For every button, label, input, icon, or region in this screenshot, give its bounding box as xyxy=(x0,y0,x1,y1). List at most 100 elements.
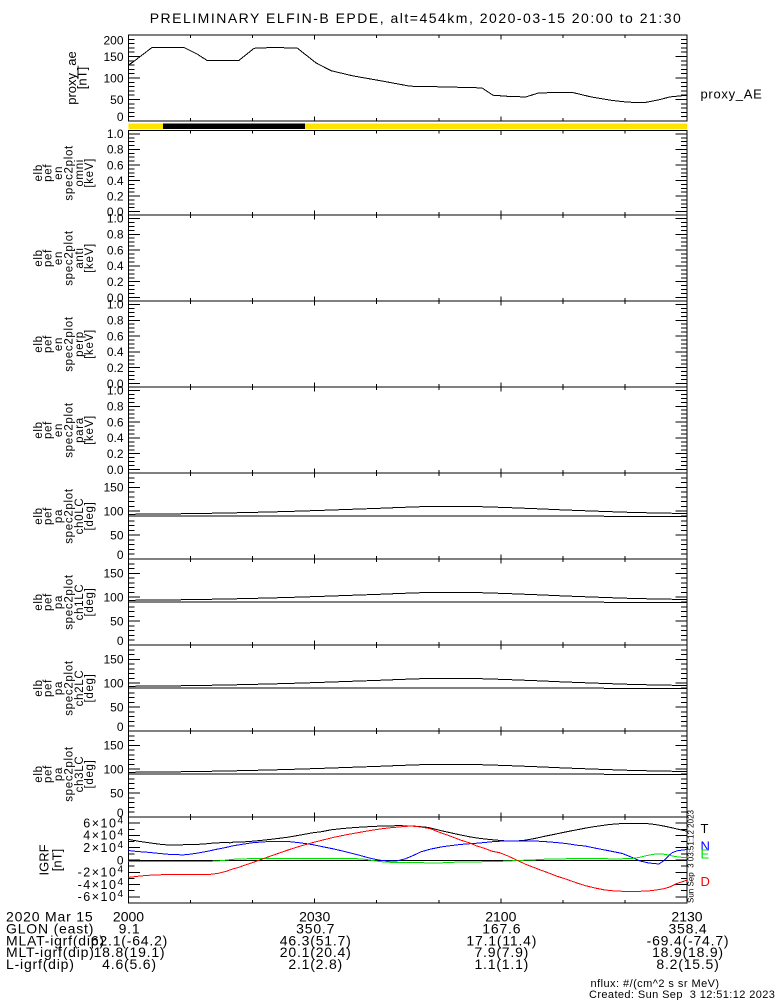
svg-text:0.6: 0.6 xyxy=(107,158,124,172)
svg-text:[nT]: [nT] xyxy=(74,67,89,89)
svg-text:MLT-igrf(dip): MLT-igrf(dip) xyxy=(6,944,95,960)
svg-text:ch0LC: ch0LC xyxy=(74,498,86,535)
svg-text:50: 50 xyxy=(110,528,124,542)
svg-text:0.8: 0.8 xyxy=(107,400,124,414)
svg-text:elb: elb xyxy=(33,164,45,181)
svg-text:46.3(51.7): 46.3(51.7) xyxy=(280,932,352,948)
svg-text:0.2: 0.2 xyxy=(107,189,124,203)
svg-text:100: 100 xyxy=(103,505,123,519)
svg-text:0.6: 0.6 xyxy=(107,415,124,429)
svg-text:8.2(15.5): 8.2(15.5) xyxy=(656,956,719,972)
svg-text:100: 100 xyxy=(103,591,123,605)
svg-text:GLON (east): GLON (east) xyxy=(6,920,94,936)
svg-text:4.6(5.6): 4.6(5.6) xyxy=(102,956,157,972)
svg-text:pa: pa xyxy=(53,767,65,781)
svg-text:100: 100 xyxy=(103,677,123,691)
svg-text:350.7: 350.7 xyxy=(296,920,335,936)
svg-text:en: en xyxy=(53,251,65,265)
svg-text:ch2LC: ch2LC xyxy=(74,670,86,707)
svg-text:spec2plot: spec2plot xyxy=(63,574,75,630)
svg-text:0.4: 0.4 xyxy=(107,345,124,359)
svg-text:Created: Sun Sep 3 12:51:12 2: Created: Sun Sep 3 12:51:12 2023 xyxy=(589,989,775,1000)
svg-text:1.0: 1.0 xyxy=(107,212,124,226)
svg-text:anti: anti xyxy=(74,247,86,268)
svg-text:en: en xyxy=(53,423,65,437)
svg-text:0: 0 xyxy=(117,548,124,562)
svg-text:[keV]: [keV] xyxy=(84,243,96,273)
svg-text:0.0: 0.0 xyxy=(107,291,124,305)
svg-text:[deg]: [deg] xyxy=(84,759,96,788)
svg-text:spec2plot: spec2plot xyxy=(63,746,75,802)
svg-text:elb: elb xyxy=(33,421,45,438)
svg-text:elb: elb xyxy=(33,335,45,352)
svg-text:para: para xyxy=(74,417,86,443)
svg-text:nflux: #/(cm^2 s sr MeV): nflux: #/(cm^2 s sr MeV) xyxy=(591,978,720,990)
svg-text:elb: elb xyxy=(33,507,45,524)
svg-text:2000: 2000 xyxy=(113,909,144,925)
svg-text:9.1: 9.1 xyxy=(119,920,141,936)
svg-text:150: 150 xyxy=(103,653,123,667)
svg-text:17.1(11.4): 17.1(11.4) xyxy=(466,932,537,948)
svg-text:spec2plot: spec2plot xyxy=(63,145,75,201)
svg-text:0: 0 xyxy=(117,110,124,124)
svg-text:1.0: 1.0 xyxy=(107,127,124,141)
svg-text:62.1(-64.2): 62.1(-64.2) xyxy=(91,932,168,948)
svg-text:Sun Sep 3 03:51:12 2023: Sun Sep 3 03:51:12 2023 xyxy=(687,809,696,903)
svg-text:0.0: 0.0 xyxy=(107,205,124,219)
svg-text:[deg]: [deg] xyxy=(84,501,96,530)
svg-text:-6×104: -6×104 xyxy=(78,889,125,904)
svg-text:-2×104: -2×104 xyxy=(78,865,125,880)
svg-text:omni: omni xyxy=(74,159,86,187)
svg-text:50: 50 xyxy=(110,93,124,107)
svg-text:pef: pef xyxy=(43,421,55,439)
svg-text:0: 0 xyxy=(117,720,124,734)
svg-text:2×104: 2×104 xyxy=(83,840,124,855)
svg-text:2.1(2.8): 2.1(2.8) xyxy=(288,956,343,972)
svg-text:0.0: 0.0 xyxy=(107,463,124,477)
svg-text:ch1LC: ch1LC xyxy=(74,584,86,621)
svg-text:358.4: 358.4 xyxy=(668,920,707,936)
svg-text:0.4: 0.4 xyxy=(107,431,124,445)
svg-text:4×104: 4×104 xyxy=(83,828,124,843)
svg-text:T: T xyxy=(701,821,709,836)
svg-text:18.8(19.1): 18.8(19.1) xyxy=(94,944,166,960)
svg-text:pa: pa xyxy=(53,509,65,523)
svg-text:IGRF: IGRF xyxy=(37,844,52,875)
svg-text:200: 200 xyxy=(103,34,123,48)
svg-text:2100: 2100 xyxy=(485,909,516,925)
svg-text:elb: elb xyxy=(33,249,45,266)
svg-text:18.9(18.9): 18.9(18.9) xyxy=(652,944,724,960)
svg-text:pef: pef xyxy=(43,593,55,611)
svg-text:MLAT-igrf(dip): MLAT-igrf(dip) xyxy=(6,932,105,948)
svg-text:N: N xyxy=(701,839,710,854)
svg-text:D: D xyxy=(701,874,710,889)
svg-text:0.2: 0.2 xyxy=(107,361,124,375)
svg-text:[keV]: [keV] xyxy=(84,158,96,188)
svg-text:perp: perp xyxy=(74,331,86,357)
svg-text:7.9(7.9): 7.9(7.9) xyxy=(474,944,529,960)
svg-text:[keV]: [keV] xyxy=(84,415,96,445)
svg-text:1.0: 1.0 xyxy=(107,298,124,312)
svg-text:pa: pa xyxy=(53,595,65,609)
svg-text:L-igrf(dip): L-igrf(dip) xyxy=(6,956,75,972)
svg-text:150: 150 xyxy=(103,739,123,753)
svg-text:spec2plot: spec2plot xyxy=(63,316,75,372)
svg-text:pa: pa xyxy=(53,681,65,695)
svg-text:0.2: 0.2 xyxy=(107,447,124,461)
svg-text:pef: pef xyxy=(43,335,55,353)
svg-text:[deg]: [deg] xyxy=(84,587,96,616)
svg-text:PRELIMINARY ELFIN-B EPDE, alt=: PRELIMINARY ELFIN-B EPDE, alt=454km, 202… xyxy=(150,10,683,26)
svg-text:0.0: 0.0 xyxy=(107,377,124,391)
svg-text:ch3LC: ch3LC xyxy=(74,756,86,793)
svg-text:100: 100 xyxy=(103,763,123,777)
svg-text:0.2: 0.2 xyxy=(107,275,124,289)
svg-text:spec2plot: spec2plot xyxy=(63,660,75,716)
svg-text:spec2plot: spec2plot xyxy=(63,488,75,544)
svg-text:proxy_ae: proxy_ae xyxy=(64,51,79,104)
svg-text:0.4: 0.4 xyxy=(107,259,124,273)
svg-text:spec2plot: spec2plot xyxy=(63,402,75,458)
svg-text:pef: pef xyxy=(43,765,55,783)
svg-text:E: E xyxy=(701,847,710,862)
svg-text:elb: elb xyxy=(33,593,45,610)
svg-text:0: 0 xyxy=(117,853,124,867)
